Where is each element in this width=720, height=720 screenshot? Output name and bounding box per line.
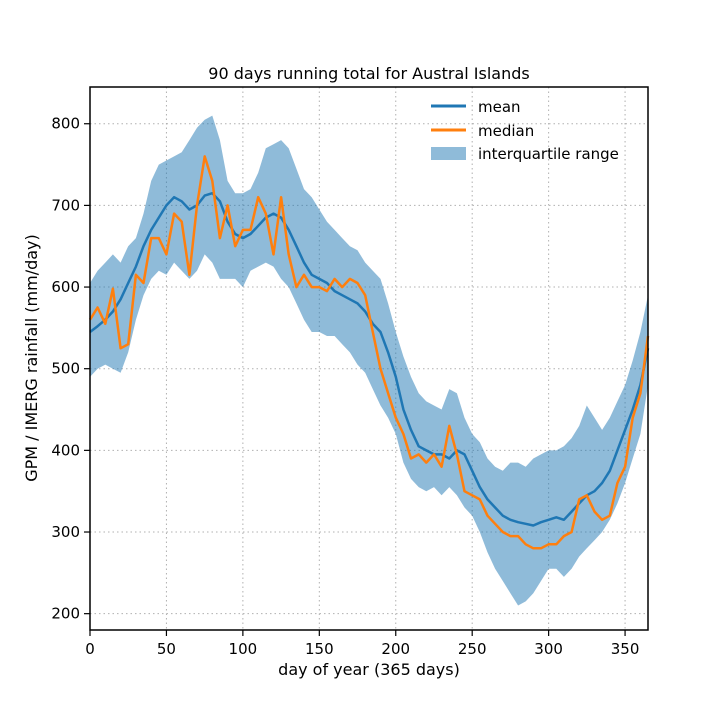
plot-frame bbox=[89, 86, 649, 631]
x-tick-label: 150 bbox=[305, 640, 334, 658]
legend-label-mean: mean bbox=[478, 98, 521, 116]
y-tick-label: 500 bbox=[51, 360, 80, 378]
y-tick-label: 600 bbox=[51, 278, 80, 296]
y-tick-label: 700 bbox=[51, 196, 80, 214]
iqr-band bbox=[90, 115, 648, 606]
x-tick-label: 100 bbox=[229, 640, 258, 658]
x-tick-label: 0 bbox=[85, 640, 95, 658]
chart-title: 90 days running total for Austral Island… bbox=[208, 64, 529, 83]
median-line bbox=[88, 155, 650, 550]
x-tick-label: 50 bbox=[157, 640, 176, 658]
y-axis-title: GPM / IMERG rainfall (mm/day) bbox=[22, 234, 41, 482]
x-tick-label: 250 bbox=[458, 640, 487, 658]
legend-label-median: median bbox=[478, 122, 534, 140]
x-tick-label: 350 bbox=[611, 640, 640, 658]
legend: mean median interquartile range bbox=[431, 98, 619, 163]
x-tick-label: 300 bbox=[534, 640, 563, 658]
y-tick-label: 200 bbox=[51, 605, 80, 623]
y-tick-label: 400 bbox=[51, 441, 80, 459]
legend-label-iqr: interquartile range bbox=[478, 145, 619, 163]
y-tick-label: 800 bbox=[51, 115, 80, 133]
x-tick-label: 200 bbox=[381, 640, 410, 658]
x-axis-title: day of year (365 days) bbox=[278, 660, 460, 679]
y-tick-label: 300 bbox=[51, 523, 80, 541]
legend-swatch-iqr bbox=[431, 147, 466, 160]
